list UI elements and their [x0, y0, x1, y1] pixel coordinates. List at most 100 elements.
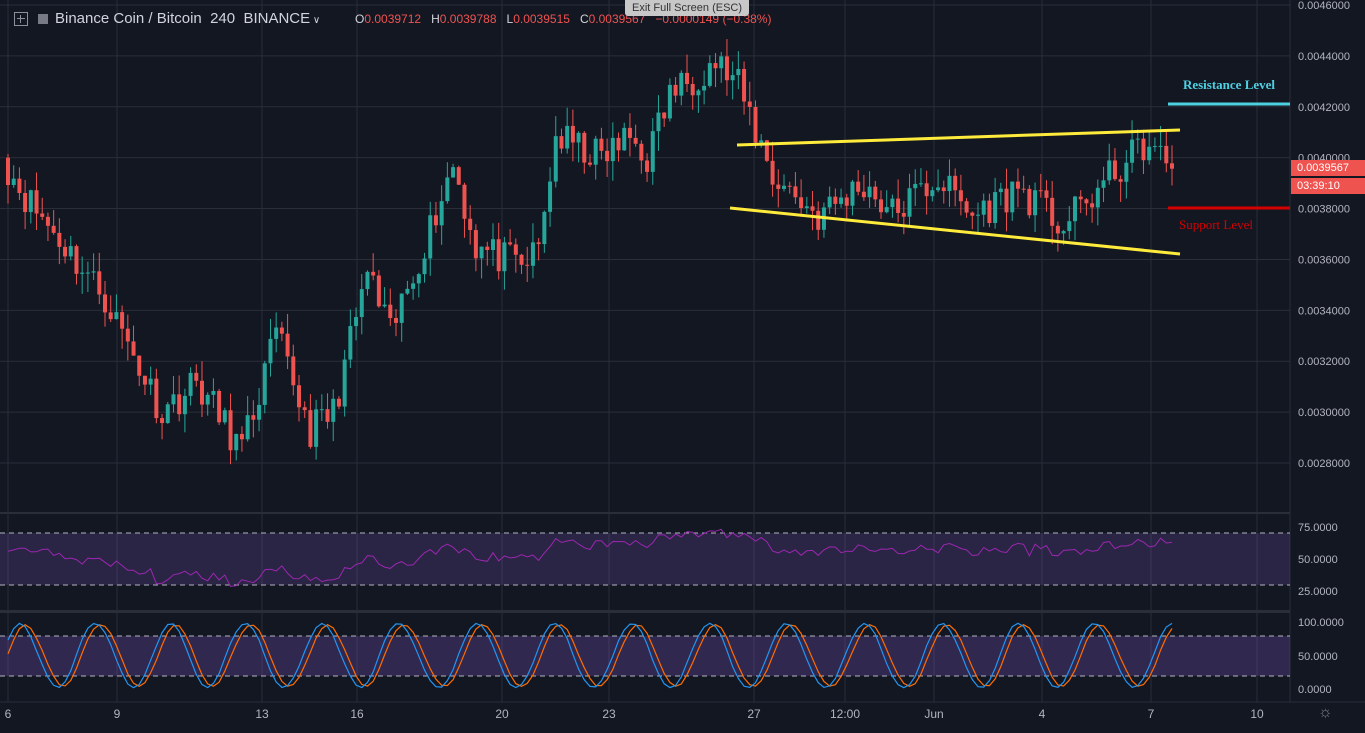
candle-body	[314, 409, 319, 447]
candle-body	[1010, 181, 1015, 213]
candle-body	[690, 83, 695, 96]
candle-body	[827, 196, 832, 208]
candle-body	[17, 178, 22, 194]
settings-gear-icon[interactable]: ☼	[1318, 704, 1333, 721]
candle-body	[165, 404, 170, 424]
candle-body	[981, 200, 986, 215]
candle-body	[896, 198, 901, 213]
candle-body	[764, 140, 769, 161]
candle-body	[941, 187, 946, 192]
candle-body	[742, 68, 747, 102]
candle-body	[804, 206, 809, 208]
candle-body	[816, 210, 821, 230]
candle-body	[188, 372, 193, 396]
candle-body	[239, 433, 244, 440]
candle-body	[519, 254, 524, 265]
candle-body	[839, 197, 844, 204]
candle-body	[713, 63, 718, 69]
open-label: O	[355, 12, 365, 26]
candle-body	[11, 178, 16, 186]
candle-body	[34, 190, 39, 214]
rsi-band	[0, 533, 1290, 585]
candle-body	[890, 198, 895, 208]
candle-body	[154, 378, 159, 419]
candle-body	[776, 184, 781, 189]
candle-body	[456, 167, 461, 185]
candle-body	[673, 84, 678, 96]
candle-body	[416, 274, 421, 284]
candle-body	[473, 230, 478, 259]
candle-body	[730, 75, 735, 81]
candle-body	[953, 175, 958, 191]
candle-body	[211, 390, 216, 395]
candle-body	[502, 242, 507, 272]
candle-body	[799, 197, 804, 208]
candle-body	[257, 404, 262, 420]
resistance-label: Resistance Level	[1183, 77, 1275, 92]
price-tick-label: 0.0042000	[1298, 102, 1350, 114]
candle-body	[536, 242, 541, 245]
candle-body	[622, 127, 627, 151]
stoch-d-line	[7, 623, 1173, 687]
candle-body	[633, 137, 638, 144]
candle-body	[1158, 145, 1163, 147]
candle-body	[1021, 188, 1026, 190]
expand-icon[interactable]	[14, 12, 28, 26]
candle-body	[861, 191, 866, 198]
candle-body	[422, 258, 427, 275]
candle-body	[1038, 190, 1043, 192]
symbol-title[interactable]: Binance Coin / Bitcoin 240 BINANCE ∨	[55, 10, 320, 27]
candle-body	[856, 181, 861, 192]
candle-body	[399, 293, 404, 323]
stoch-band	[0, 636, 1290, 676]
candle-body	[833, 196, 838, 204]
candle-body	[993, 192, 998, 224]
candle-body	[120, 312, 125, 329]
candle-body	[433, 215, 438, 226]
candle-body	[217, 390, 222, 423]
exit-fullscreen-button[interactable]: Exit Full Screen (ESC)	[625, 0, 749, 16]
candle-body	[160, 418, 165, 424]
candle-body	[719, 56, 724, 69]
candle-body	[593, 138, 598, 165]
rsi-line	[7, 528, 1173, 587]
candle-body	[1078, 196, 1083, 200]
candle-body	[844, 197, 849, 206]
candle-body	[137, 355, 142, 376]
candle-body	[68, 246, 73, 257]
candle-body	[936, 187, 941, 191]
candle-body	[291, 356, 296, 386]
candle-body	[468, 218, 473, 231]
candle-body	[279, 327, 284, 334]
candle-body	[285, 333, 290, 357]
chevron-down-icon[interactable]: ∨	[310, 15, 321, 26]
candle-body	[1061, 231, 1066, 234]
candle-body	[114, 312, 119, 320]
candle-body	[148, 378, 153, 385]
candle-body	[548, 181, 553, 212]
candle-body	[901, 212, 906, 217]
candle-body	[491, 239, 495, 251]
candle-body	[359, 289, 364, 318]
candle-body	[1033, 190, 1038, 216]
open-value: 0.0039712	[364, 12, 422, 26]
candle-body	[125, 328, 130, 342]
candle-body	[998, 188, 1003, 193]
candle-body	[245, 415, 250, 440]
rsi-tick-label: 25.0000	[1298, 586, 1338, 598]
rsi-tick-label: 75.0000	[1298, 522, 1338, 534]
candle-body	[879, 199, 883, 213]
candle-body	[194, 372, 199, 381]
candle-body	[747, 101, 752, 107]
candle-body	[667, 84, 672, 119]
time-tick-label: 6	[5, 707, 12, 721]
candle-body	[793, 186, 798, 198]
candle-body	[405, 288, 410, 294]
candle-body	[696, 90, 701, 96]
candle-body	[388, 304, 393, 319]
time-tick-label: 23	[602, 707, 616, 721]
candle-body	[45, 216, 50, 226]
candle-body	[308, 410, 313, 447]
